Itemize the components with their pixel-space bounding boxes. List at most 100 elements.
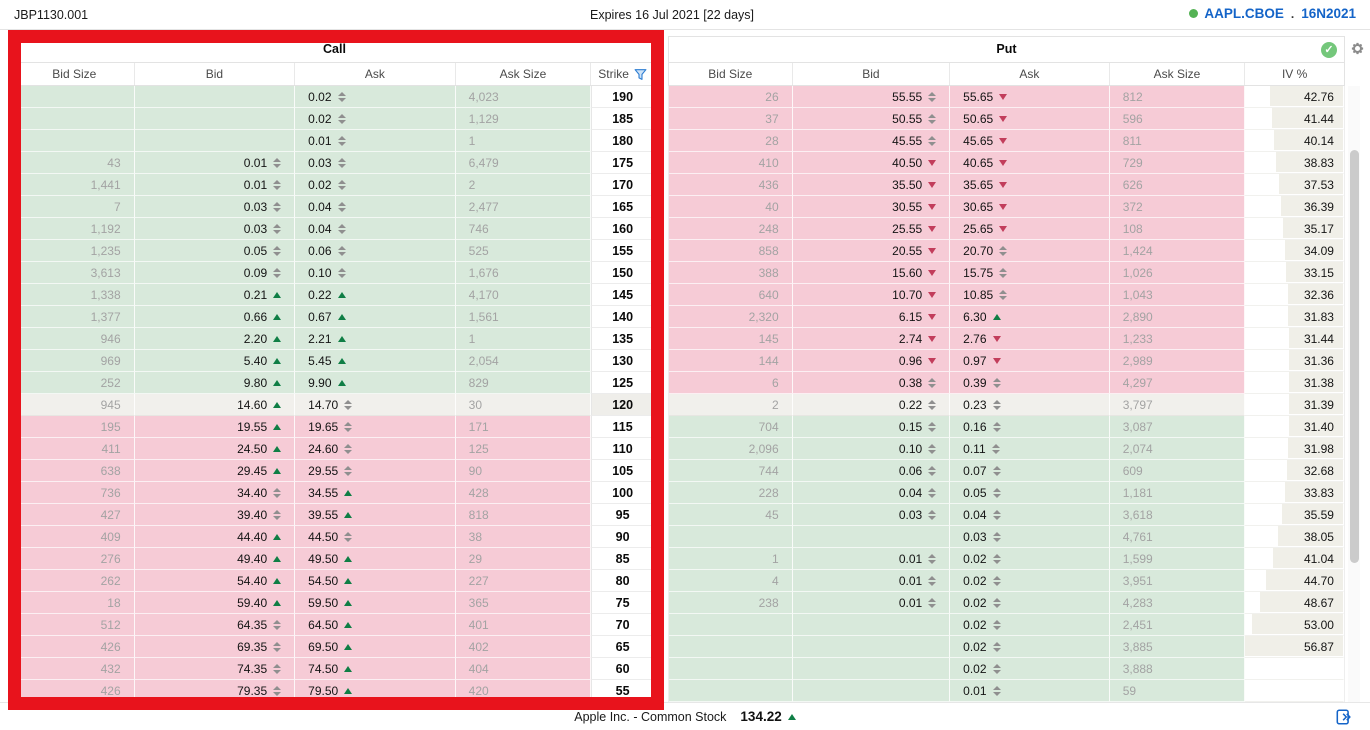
call-bid-cell[interactable]: 0.66 — [134, 306, 296, 328]
put-bid-cell[interactable]: 15.60 — [792, 262, 951, 284]
put-bid-cell[interactable]: 6.15 — [792, 306, 951, 328]
put-ask-cell[interactable]: 0.02 — [950, 570, 1110, 592]
call-ask-cell[interactable]: 54.50 — [295, 570, 456, 592]
call-ask-cell[interactable]: 0.10 — [295, 262, 456, 284]
strike-cell[interactable]: 155 — [591, 240, 655, 262]
call-ask-cell-spinner-icon[interactable] — [344, 400, 352, 410]
call-header-ask-size[interactable]: Ask Size — [456, 63, 592, 85]
call-ask-cell-spinner-icon[interactable] — [338, 180, 346, 190]
put-ask-cell[interactable]: 25.65 — [950, 218, 1110, 240]
put-bid-cell[interactable]: 25.55 — [792, 218, 951, 240]
put-header-bid[interactable]: Bid — [793, 63, 951, 85]
strike-cell[interactable]: 105 — [591, 460, 655, 482]
put-header-ask[interactable]: Ask — [950, 63, 1110, 85]
put-bid-cell-spinner-icon[interactable] — [928, 488, 936, 498]
strike-cell[interactable]: 145 — [591, 284, 655, 306]
call-ask-cell[interactable]: 0.22 — [295, 284, 456, 306]
call-ask-cell[interactable]: 29.55 — [295, 460, 456, 482]
call-ask-cell-spinner-icon[interactable] — [338, 114, 346, 124]
strike-cell[interactable]: 90 — [591, 526, 655, 548]
put-bid-cell[interactable] — [792, 636, 951, 658]
put-bid-cell-spinner-icon[interactable] — [928, 444, 936, 454]
put-ask-cell-spinner-icon[interactable] — [993, 620, 1001, 630]
call-bid-cell-spinner-icon[interactable] — [273, 642, 281, 652]
call-ask-cell-spinner-icon[interactable] — [344, 444, 352, 454]
put-ask-cell-spinner-icon[interactable] — [993, 532, 1001, 542]
strike-cell[interactable]: 135 — [591, 328, 655, 350]
put-bid-cell[interactable]: 55.55 — [792, 86, 951, 108]
call-header-ask[interactable]: Ask — [295, 63, 456, 85]
put-bid-cell-spinner-icon[interactable] — [928, 466, 936, 476]
call-bid-cell[interactable]: 0.09 — [134, 262, 296, 284]
call-bid-cell[interactable]: 19.55 — [134, 416, 296, 438]
put-bid-cell[interactable]: 2.74 — [792, 328, 951, 350]
call-bid-cell[interactable]: 9.80 — [134, 372, 296, 394]
call-ask-cell-spinner-icon[interactable] — [338, 268, 346, 278]
strike-cell[interactable]: 130 — [591, 350, 655, 372]
put-ask-cell[interactable]: 0.05 — [950, 482, 1110, 504]
call-bid-cell-spinner-icon[interactable] — [273, 246, 281, 256]
put-bid-cell-spinner-icon[interactable] — [928, 422, 936, 432]
put-bid-cell[interactable]: 45.55 — [792, 130, 951, 152]
put-bid-cell[interactable] — [792, 658, 951, 680]
put-bid-cell[interactable] — [792, 680, 951, 702]
put-ask-cell-spinner-icon[interactable] — [999, 290, 1007, 300]
put-bid-cell[interactable]: 0.38 — [792, 372, 951, 394]
call-bid-cell[interactable] — [134, 108, 296, 130]
call-ask-cell[interactable]: 9.90 — [295, 372, 456, 394]
call-bid-cell[interactable]: 0.05 — [134, 240, 296, 262]
put-bid-cell[interactable]: 40.50 — [792, 152, 951, 174]
call-bid-cell-spinner-icon[interactable] — [273, 202, 281, 212]
call-ask-cell[interactable]: 0.67 — [295, 306, 456, 328]
put-ask-cell[interactable]: 0.16 — [950, 416, 1110, 438]
strike-cell[interactable]: 160 — [591, 218, 655, 240]
call-ask-cell[interactable]: 19.65 — [295, 416, 456, 438]
put-bid-cell[interactable]: 0.01 — [792, 548, 951, 570]
status-check-icon[interactable]: ✓ — [1321, 42, 1337, 58]
put-header-iv[interactable]: IV % — [1281, 67, 1308, 81]
call-ask-cell[interactable]: 0.04 — [295, 196, 456, 218]
call-ask-cell[interactable]: 69.50 — [295, 636, 456, 658]
put-bid-cell[interactable]: 0.01 — [792, 592, 951, 614]
put-bid-cell-spinner-icon[interactable] — [928, 114, 936, 124]
call-bid-cell-spinner-icon[interactable] — [273, 488, 281, 498]
call-ask-cell[interactable]: 0.02 — [295, 108, 456, 130]
put-ask-cell-spinner-icon[interactable] — [993, 598, 1001, 608]
put-ask-cell[interactable]: 0.02 — [950, 658, 1110, 680]
put-ask-cell[interactable]: 0.03 — [950, 526, 1110, 548]
put-ask-cell[interactable]: 30.65 — [950, 196, 1110, 218]
put-ask-cell[interactable]: 50.65 — [950, 108, 1110, 130]
call-bid-cell[interactable]: 2.20 — [134, 328, 296, 350]
put-bid-cell-spinner-icon[interactable] — [928, 400, 936, 410]
put-ask-cell-spinner-icon[interactable] — [993, 664, 1001, 674]
strike-cell[interactable]: 110 — [591, 438, 655, 460]
call-bid-cell[interactable]: 0.21 — [134, 284, 296, 306]
call-ask-cell[interactable]: 44.50 — [295, 526, 456, 548]
put-ask-cell[interactable]: 0.02 — [950, 548, 1110, 570]
put-ask-cell-spinner-icon[interactable] — [993, 642, 1001, 652]
call-header-bid[interactable]: Bid — [135, 63, 296, 85]
strike-cell[interactable]: 125 — [591, 372, 655, 394]
put-ask-cell[interactable]: 0.11 — [950, 438, 1110, 460]
put-bid-cell-spinner-icon[interactable] — [928, 554, 936, 564]
strike-cell[interactable]: 175 — [591, 152, 655, 174]
call-bid-cell[interactable]: 0.03 — [134, 196, 296, 218]
put-bid-cell-spinner-icon[interactable] — [928, 576, 936, 586]
call-bid-cell[interactable]: 0.03 — [134, 218, 296, 240]
put-header-bid-size[interactable]: Bid Size — [669, 63, 793, 85]
put-ask-cell[interactable]: 0.97 — [950, 350, 1110, 372]
put-bid-cell-spinner-icon[interactable] — [928, 136, 936, 146]
put-bid-cell[interactable]: 0.06 — [792, 460, 951, 482]
call-bid-cell[interactable]: 14.60 — [134, 394, 296, 416]
call-bid-cell-spinner-icon[interactable] — [273, 620, 281, 630]
call-ask-cell[interactable]: 59.50 — [295, 592, 456, 614]
call-bid-cell[interactable]: 79.35 — [134, 680, 296, 702]
call-ask-cell[interactable]: 74.50 — [295, 658, 456, 680]
call-bid-cell[interactable]: 44.40 — [134, 526, 296, 548]
call-bid-cell-spinner-icon[interactable] — [273, 158, 281, 168]
call-ask-cell-spinner-icon[interactable] — [338, 136, 346, 146]
put-bid-cell[interactable]: 30.55 — [792, 196, 951, 218]
call-ask-cell[interactable]: 34.55 — [295, 482, 456, 504]
call-bid-cell-spinner-icon[interactable] — [273, 224, 281, 234]
call-bid-cell[interactable]: 49.40 — [134, 548, 296, 570]
